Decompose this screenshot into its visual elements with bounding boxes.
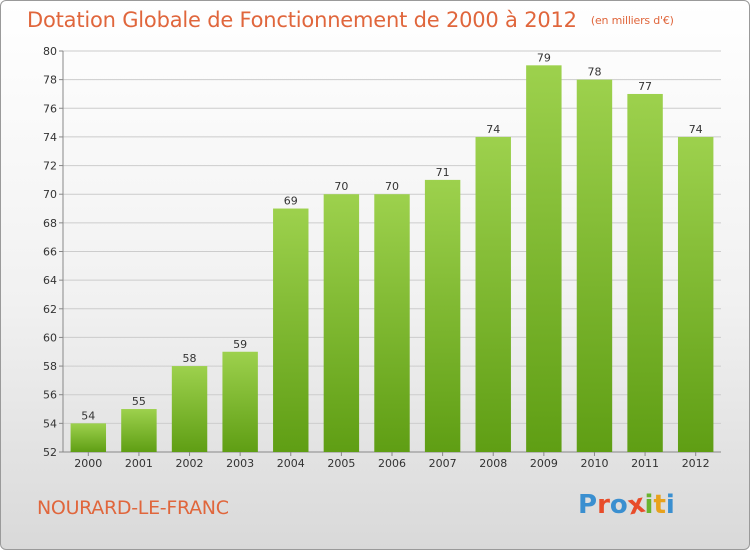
x-tick-label: 2007 (429, 457, 457, 470)
bar-2007[interactable] (424, 179, 461, 452)
bar-value-label: 74 (486, 123, 500, 136)
bar-2002[interactable] (171, 366, 208, 452)
bar-value-label: 74 (689, 123, 703, 136)
x-tick-label: 2004 (277, 457, 305, 470)
y-tick-label: 60 (43, 331, 57, 344)
y-tick-label: 78 (43, 74, 57, 87)
bar-2012[interactable] (677, 136, 714, 452)
logo-letter: t (653, 490, 666, 520)
bar-2009[interactable] (526, 65, 562, 453)
bar-2003[interactable] (222, 351, 258, 452)
x-tick-label: 2006 (378, 457, 406, 470)
y-tick-label: 64 (43, 274, 57, 287)
chart-title: Dotation Globale de Fonctionnement de 20… (27, 8, 674, 32)
bar-value-label: 70 (334, 180, 348, 193)
bar-2011[interactable] (627, 93, 663, 452)
y-tick-label: 76 (43, 102, 57, 115)
bar-value-label: 77 (638, 80, 652, 93)
bar-value-label: 79 (537, 51, 551, 64)
bar-2008[interactable] (475, 136, 511, 452)
y-tick-label: 70 (43, 188, 57, 201)
bar-value-label: 58 (183, 352, 197, 365)
bar-2005[interactable] (323, 194, 360, 452)
y-tick-label: 56 (43, 389, 57, 402)
bar-value-label: 70 (385, 180, 399, 193)
x-tick-label: 2000 (74, 457, 102, 470)
y-tick-label: 62 (43, 303, 57, 316)
y-tick-label: 72 (43, 160, 57, 173)
bar-2001[interactable] (121, 409, 157, 452)
bar-2004[interactable] (273, 208, 309, 452)
x-tick-label: 2011 (631, 457, 659, 470)
y-tick-label: 80 (43, 45, 57, 58)
logo-letter: o (609, 490, 628, 520)
logo-letter: i (644, 490, 654, 520)
bar-chart: 52 54 56 58 60 62 64 66 68 70 72 74 76 78 80 54 2000 55 20… (43, 45, 721, 470)
logo-letter: i (665, 490, 675, 520)
y-tick-label: 58 (43, 360, 57, 373)
bar-value-label: 69 (284, 195, 298, 208)
labels: 52 54 56 58 60 62 64 66 68 70 72 74 76 78 80 54 2000 55 20… (43, 45, 710, 470)
commune-name: NOURARD-LE-FRANC (37, 497, 229, 519)
x-tick-label: 2012 (682, 457, 710, 470)
proxiti-logo[interactable]: Proxiti (578, 489, 675, 522)
x-tick-label: 2003 (226, 457, 254, 470)
bar-value-label: 78 (587, 66, 601, 79)
chart-unit: (en milliers d'€) (590, 14, 674, 27)
bar-2010[interactable] (576, 79, 613, 453)
y-tick-label: 52 (43, 446, 57, 459)
y-tick-label: 68 (43, 217, 57, 230)
logo-letter: P (578, 490, 598, 520)
x-tick-label: 2008 (479, 457, 507, 470)
x-tick-label: 2010 (580, 457, 608, 470)
chart-title-text: Dotation Globale de Fonctionnement de 20… (27, 8, 577, 32)
logo-letter: r (597, 490, 610, 520)
y-tick-label: 74 (43, 131, 57, 144)
bar-value-label: 54 (81, 409, 95, 422)
x-tick-label: 2005 (327, 457, 355, 470)
bar-2000[interactable] (70, 423, 107, 452)
bar-value-label: 59 (233, 338, 247, 351)
bar-value-label: 55 (132, 395, 146, 408)
x-tick-label: 2001 (125, 457, 153, 470)
x-tick-label: 2002 (176, 457, 204, 470)
bars (70, 65, 714, 453)
y-tick-label: 66 (43, 246, 57, 259)
bar-2006[interactable] (374, 194, 410, 452)
y-tick-label: 54 (43, 417, 57, 430)
bar-value-label: 71 (436, 166, 450, 179)
x-tick-label: 2009 (530, 457, 558, 470)
